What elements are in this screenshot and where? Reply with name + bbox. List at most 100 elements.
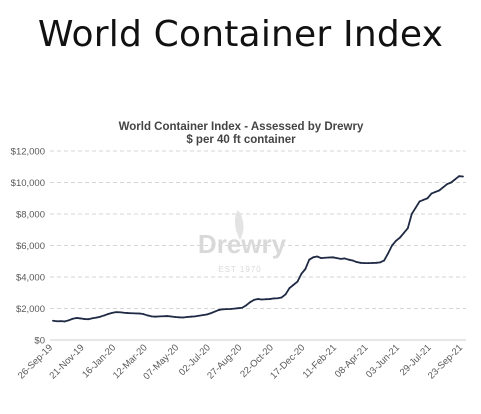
data-point: [462, 175, 464, 178]
data-point: [446, 183, 449, 185]
data-point: [276, 297, 279, 300]
data-point: [194, 315, 196, 318]
x-tick-label: 23-Sep-21: [426, 342, 465, 381]
data-point: [67, 319, 70, 322]
data-point: [178, 316, 181, 319]
data-point: [197, 314, 200, 317]
data-point: [134, 312, 137, 315]
data-point: [241, 306, 244, 309]
data-point: [107, 313, 110, 315]
data-point: [383, 259, 386, 262]
data-point: [450, 181, 453, 184]
data-point: [300, 272, 303, 275]
data-point: [95, 316, 98, 319]
data-point: [190, 315, 192, 318]
data-point: [320, 257, 322, 259]
data-point: [221, 308, 224, 311]
data-point: [52, 319, 54, 322]
data-point: [111, 312, 114, 314]
x-tick-label: 17-Dec-20: [268, 342, 307, 381]
data-point: [351, 259, 354, 262]
data-point: [209, 312, 212, 315]
x-tick-label: 21-Nov-19: [48, 342, 87, 381]
data-point: [127, 312, 129, 314]
data-point: [257, 298, 259, 300]
drewry-watermark: Drewry EST 1970: [198, 210, 287, 274]
data-point: [87, 318, 90, 321]
data-point: [312, 256, 315, 259]
data-point: [174, 316, 177, 318]
data-point: [245, 304, 248, 307]
data-point: [138, 312, 141, 315]
data-point: [304, 268, 307, 271]
data-point: [83, 318, 86, 320]
watermark-est: EST 1970: [218, 265, 261, 274]
y-tick-label: $0: [34, 336, 45, 347]
data-point: [387, 252, 389, 255]
data-point: [233, 307, 236, 310]
data-point: [56, 320, 58, 323]
data-point: [418, 200, 421, 203]
data-point: [123, 311, 125, 314]
data-point: [71, 317, 74, 320]
data-point: [430, 192, 433, 195]
data-point: [158, 315, 161, 318]
data-point: [119, 311, 121, 314]
y-tick-label: $10,000: [11, 178, 45, 189]
data-point: [229, 308, 232, 310]
data-point: [130, 312, 133, 315]
data-point: [296, 280, 299, 283]
y-tick-label: $12,000: [11, 147, 45, 158]
data-point: [217, 309, 220, 311]
data-points: [52, 175, 464, 323]
data-point: [201, 314, 204, 317]
data-point: [402, 232, 405, 234]
data-point: [146, 314, 149, 317]
data-point: [414, 206, 417, 209]
y-tick-label: $6,000: [16, 241, 45, 252]
data-point: [170, 315, 173, 318]
x-tick-label: 11-Feb-21: [301, 342, 339, 380]
data-point: [395, 239, 397, 242]
data-point: [359, 261, 362, 264]
y-tick-label: $4,000: [16, 273, 45, 284]
data-point: [335, 257, 338, 259]
data-point: [103, 314, 106, 317]
x-tick-label: 27-Aug-20: [205, 342, 244, 381]
data-point: [268, 298, 271, 300]
page-title: World Container Index: [37, 14, 444, 55]
data-point: [79, 317, 82, 320]
chart-subtitle: $ per 40 ft container: [186, 134, 296, 146]
data-point: [367, 262, 370, 265]
data-point: [371, 262, 374, 264]
data-point: [379, 261, 382, 264]
x-tick-label: 03-Jun-21: [364, 342, 402, 380]
data-point: [280, 296, 283, 299]
data-point: [458, 175, 460, 178]
data-point: [91, 317, 94, 320]
data-point: [410, 213, 413, 215]
y-tick-label: $2,000: [16, 304, 45, 315]
data-point: [237, 307, 240, 310]
data-point: [186, 316, 188, 318]
data-point: [213, 310, 216, 313]
data-point: [375, 261, 378, 264]
data-point: [150, 315, 153, 318]
data-point: [324, 256, 326, 259]
data-point: [442, 186, 445, 189]
data-point: [115, 311, 117, 314]
data-point: [166, 315, 169, 317]
data-point: [454, 178, 457, 181]
data-point: [332, 256, 334, 259]
data-point: [253, 298, 255, 301]
data-point: [422, 198, 425, 201]
gridlines: [50, 150, 466, 341]
data-point: [249, 301, 252, 304]
data-point: [99, 315, 102, 318]
data-point: [308, 258, 311, 261]
watermark-brand: Drewry: [198, 229, 287, 259]
data-point: [363, 262, 366, 265]
data-point: [284, 293, 287, 296]
data-point: [75, 317, 78, 319]
